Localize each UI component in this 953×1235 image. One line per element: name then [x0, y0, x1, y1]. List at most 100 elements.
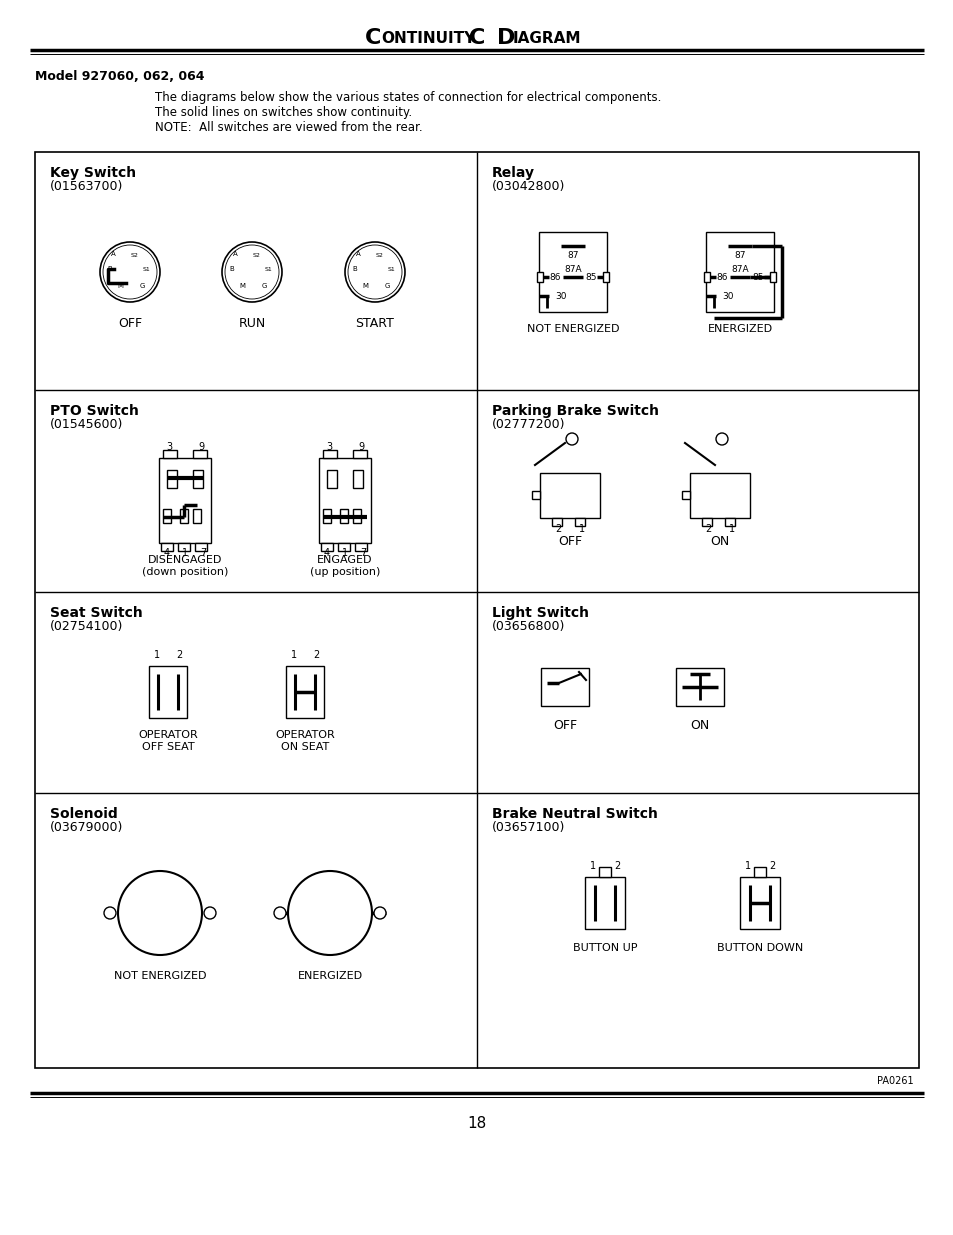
- Bar: [286, 666, 324, 718]
- Text: 30: 30: [721, 291, 733, 300]
- Bar: [740, 877, 780, 929]
- Bar: [339, 509, 348, 522]
- Text: (down position): (down position): [142, 567, 228, 577]
- Bar: [194, 543, 207, 551]
- Text: (03679000): (03679000): [50, 821, 123, 834]
- Text: 7: 7: [359, 548, 366, 558]
- Bar: [598, 867, 610, 877]
- Circle shape: [348, 245, 401, 299]
- Text: Brake Neutral Switch: Brake Neutral Switch: [492, 806, 658, 821]
- Text: 9: 9: [357, 442, 364, 452]
- Bar: [163, 509, 171, 522]
- Text: 9: 9: [197, 442, 204, 452]
- Text: ENGAGED: ENGAGED: [317, 555, 373, 564]
- Text: 1: 1: [341, 548, 348, 558]
- Bar: [681, 492, 689, 499]
- Bar: [178, 543, 190, 551]
- Bar: [537, 272, 542, 282]
- Bar: [353, 450, 367, 458]
- Text: Light Switch: Light Switch: [492, 606, 588, 620]
- Text: (02754100): (02754100): [50, 620, 123, 634]
- Text: S1: S1: [265, 267, 273, 272]
- Text: C: C: [365, 28, 381, 48]
- Text: 3: 3: [326, 442, 332, 452]
- Text: (01563700): (01563700): [50, 180, 123, 193]
- Bar: [552, 517, 561, 526]
- Bar: [602, 272, 608, 282]
- Bar: [167, 471, 177, 488]
- Text: NOTE:  All switches are viewed from the rear.: NOTE: All switches are viewed from the r…: [154, 121, 422, 135]
- Circle shape: [103, 245, 157, 299]
- Text: (02777200): (02777200): [492, 417, 565, 431]
- Text: G: G: [384, 283, 389, 289]
- Bar: [327, 471, 336, 488]
- Text: G: G: [139, 283, 145, 289]
- Bar: [318, 458, 371, 543]
- Bar: [161, 543, 172, 551]
- Bar: [703, 272, 709, 282]
- Circle shape: [274, 906, 286, 919]
- Text: DISENGAGED: DISENGAGED: [148, 555, 222, 564]
- Bar: [353, 509, 360, 522]
- Bar: [301, 902, 358, 924]
- Text: 18: 18: [467, 1116, 486, 1131]
- Text: Key Switch: Key Switch: [50, 165, 136, 180]
- Text: The diagrams below show the various states of connection for electrical componen: The diagrams below show the various stat…: [154, 91, 660, 104]
- Circle shape: [225, 245, 278, 299]
- Text: B: B: [353, 266, 357, 272]
- Circle shape: [374, 906, 386, 919]
- Text: D: D: [497, 28, 515, 48]
- Text: (03042800): (03042800): [492, 180, 565, 193]
- Bar: [539, 473, 599, 517]
- Text: Seat Switch: Seat Switch: [50, 606, 143, 620]
- Bar: [532, 492, 539, 499]
- Text: PA0261: PA0261: [877, 1076, 913, 1086]
- Text: G: G: [261, 283, 267, 289]
- Bar: [180, 509, 188, 522]
- Text: 85: 85: [584, 273, 597, 282]
- Bar: [131, 902, 189, 924]
- Text: Solenoid: Solenoid: [50, 806, 117, 821]
- Text: 4: 4: [164, 548, 170, 558]
- Text: A: A: [355, 251, 360, 257]
- Text: S1: S1: [143, 267, 151, 272]
- Text: S2: S2: [253, 252, 261, 258]
- Text: B: B: [108, 266, 112, 272]
- Bar: [163, 450, 177, 458]
- Bar: [337, 543, 350, 551]
- Text: Model 927060, 062, 064: Model 927060, 062, 064: [35, 70, 204, 83]
- Bar: [705, 232, 773, 312]
- Text: START: START: [355, 317, 394, 330]
- Text: B: B: [230, 266, 234, 272]
- Text: 2: 2: [613, 861, 619, 871]
- Text: (up position): (up position): [310, 567, 380, 577]
- Text: 1: 1: [578, 524, 584, 534]
- Text: 30: 30: [555, 291, 566, 300]
- Text: (03656800): (03656800): [492, 620, 565, 634]
- Text: PTO Switch: PTO Switch: [50, 404, 139, 417]
- Text: 2: 2: [768, 861, 774, 871]
- Bar: [149, 666, 187, 718]
- Bar: [328, 905, 346, 921]
- Bar: [575, 517, 584, 526]
- Circle shape: [288, 871, 372, 955]
- Text: ON: ON: [690, 719, 709, 732]
- Text: BUTTON UP: BUTTON UP: [572, 944, 637, 953]
- Text: Parking Brake Switch: Parking Brake Switch: [492, 404, 659, 417]
- Text: ON: ON: [710, 535, 729, 548]
- Bar: [753, 867, 765, 877]
- Bar: [323, 509, 331, 522]
- Text: Relay: Relay: [492, 165, 535, 180]
- Circle shape: [222, 242, 282, 303]
- Circle shape: [104, 906, 116, 919]
- Circle shape: [565, 433, 578, 445]
- Text: 87A: 87A: [563, 264, 581, 273]
- Text: OFF: OFF: [553, 719, 577, 732]
- Circle shape: [716, 433, 727, 445]
- Text: 87: 87: [567, 251, 578, 261]
- Circle shape: [100, 242, 160, 303]
- Text: 1: 1: [291, 650, 296, 659]
- Text: (01545600): (01545600): [50, 417, 123, 431]
- Circle shape: [345, 242, 405, 303]
- Bar: [353, 471, 363, 488]
